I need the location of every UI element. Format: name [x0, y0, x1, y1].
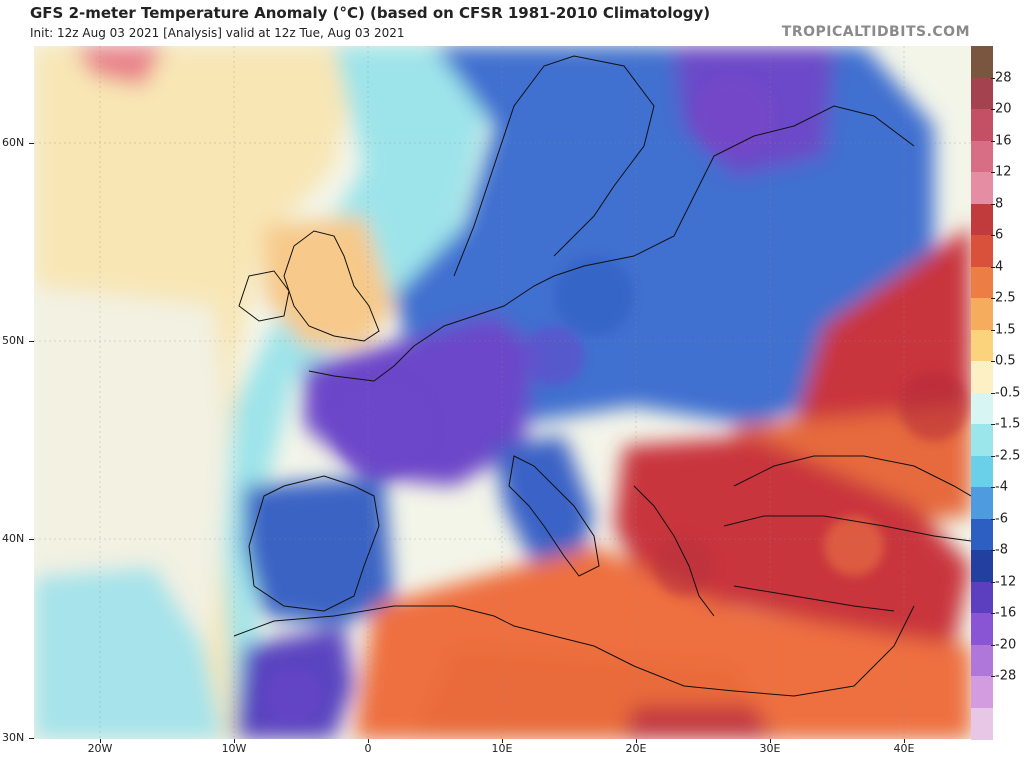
colorbar-label: 16 [995, 133, 1012, 148]
colorbar-segment [971, 613, 993, 645]
colorbar-label: -12 [995, 574, 1017, 589]
colorbar-label: 6 [995, 227, 1004, 243]
map-subtitle: Init: 12z Aug 03 2021 [Analysis] valid a… [30, 26, 405, 40]
colorbar-segment [971, 550, 993, 582]
colorbar-segment [971, 266, 993, 299]
colorbar-label: -16 [995, 605, 1017, 621]
colorbar-segment [971, 235, 993, 267]
colorbar-tick [991, 329, 995, 331]
lat-tick [29, 143, 34, 144]
colorbar-segment [971, 298, 993, 330]
anomaly-field [34, 46, 971, 739]
lat-label-50n: 50N [2, 334, 25, 347]
colorbar-label: -8 [995, 542, 1008, 558]
colorbar-segment [971, 424, 993, 456]
colorbar-segment [971, 140, 993, 173]
colorbar-tick [991, 487, 995, 488]
lon-tick [502, 739, 503, 743]
colorbar-tick [991, 644, 995, 646]
lon-label-30e: 30E [759, 742, 781, 755]
lon-tick [904, 739, 905, 743]
colorbar-segment [971, 46, 993, 78]
colorbar-tick [991, 235, 995, 236]
lon-tick [100, 739, 101, 743]
lon-label-0: 0 [364, 742, 372, 755]
colorbar-tick [991, 266, 995, 268]
lat-label-30n: 30N [2, 731, 25, 744]
lon-label-10w: 10W [221, 742, 247, 755]
colorbar-tick [991, 455, 995, 457]
lon-tick [234, 739, 235, 743]
colorbar-label: -1.5 [995, 416, 1021, 432]
temperature-anomaly-map [34, 46, 971, 739]
colorbar-label: 1.5 [995, 322, 1016, 337]
colorbar-label: -28 [995, 668, 1017, 684]
colorbar-segment [971, 77, 993, 110]
colorbar-label: 0.5 [995, 353, 1016, 369]
colorbar-label: -4 [995, 479, 1008, 495]
colorbar-label: -6 [995, 511, 1008, 526]
map-canvas [34, 46, 971, 739]
colorbar-tick [991, 203, 995, 205]
colorbar-tick [991, 392, 995, 394]
colorbar-segment [971, 487, 993, 519]
colorbar-segment [971, 707, 993, 740]
colorbar-tick [991, 172, 995, 173]
colorbar-label: -20 [995, 637, 1017, 652]
lat-tick [29, 539, 34, 540]
colorbar-segment [971, 581, 993, 614]
colorbar-tick [991, 613, 995, 614]
colorbar-tick [991, 581, 995, 583]
lat-tick [29, 341, 34, 342]
lon-label-10e: 10E [491, 742, 513, 755]
colorbar-segment [971, 644, 993, 677]
colorbar-segment [971, 518, 993, 551]
colorbar-segment [971, 392, 993, 425]
lon-label-20w: 20W [87, 742, 113, 755]
colorbar-tick [991, 140, 995, 142]
lat-tick [29, 738, 34, 739]
colorbar-label: 28 [995, 70, 1012, 85]
colorbar-segment [971, 172, 993, 204]
lon-label-20e: 20E [625, 742, 647, 755]
colorbar-label: 12 [995, 164, 1012, 180]
colorbar-tick [991, 109, 995, 110]
colorbar-segment [971, 361, 993, 393]
lon-tick [368, 739, 369, 743]
colorbar-label: 4 [995, 259, 1004, 274]
graticule [34, 46, 971, 739]
colorbar-segment [971, 455, 993, 488]
lon-tick [636, 739, 637, 743]
lat-label-40n: 40N [2, 532, 25, 545]
colorbar-label: -0.5 [995, 385, 1021, 400]
map-title: GFS 2-meter Temperature Anomaly (°C) (ba… [30, 4, 711, 22]
colorbar-segment [971, 109, 993, 141]
colorbar-tick [991, 77, 995, 79]
lon-label-40e: 40E [893, 742, 915, 755]
coastlines [233, 55, 971, 697]
colorbar-segment [971, 203, 993, 236]
lat-label-60n: 60N [2, 136, 25, 149]
colorbar-segment [971, 676, 993, 708]
colorbar-tick [991, 550, 995, 551]
colorbar-tick [991, 518, 995, 520]
brand-watermark: TROPICALTIDBITS.COM [781, 24, 970, 40]
colorbar-tick [991, 361, 995, 362]
colorbar-label: 2.5 [995, 290, 1016, 306]
colorbar-legend: 28 20 16 12 8 6 4 2.5 1.5 0.5 -0.5 -1.5 -2.5 -4 -6 -8 -1… [971, 46, 1024, 740]
colorbar-segment [971, 329, 993, 362]
colorbar-label: 8 [995, 196, 1004, 211]
colorbar-label: 20 [995, 101, 1012, 117]
colorbar-tick [991, 424, 995, 425]
colorbar-tick [991, 298, 995, 299]
colorbar-label: -2.5 [995, 448, 1021, 463]
lon-tick [770, 739, 771, 743]
colorbar-tick [991, 676, 995, 677]
